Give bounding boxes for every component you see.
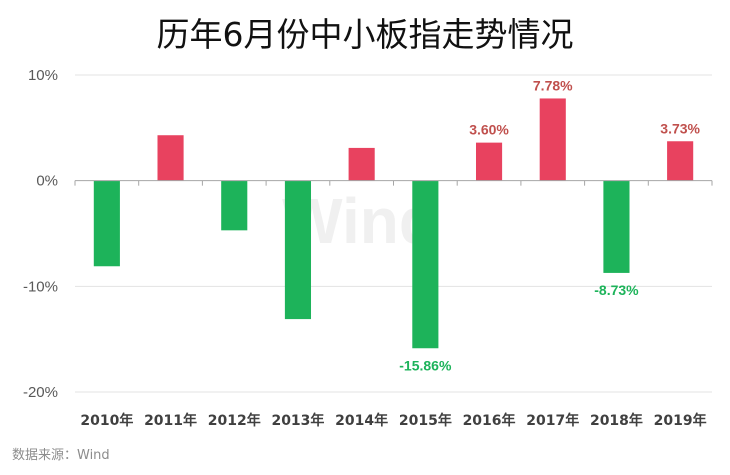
data-label: -8.73%	[594, 282, 639, 298]
bar-2014年	[348, 147, 375, 181]
x-category-label: 2013年	[271, 412, 324, 429]
x-category-label: 2015年	[399, 412, 452, 429]
x-category-label: 2018年	[590, 412, 643, 429]
bar-2010年	[93, 180, 120, 267]
data-label: 7.78%	[533, 77, 573, 93]
x-category-label: 2010年	[80, 412, 133, 429]
gridlines	[75, 74, 712, 393]
y-tick-label: 10%	[28, 67, 58, 84]
bars	[93, 98, 694, 349]
x-category-label: 2014年	[335, 412, 388, 429]
data-label: 3.73%	[660, 120, 700, 136]
y-tick-label: -10%	[23, 278, 58, 295]
x-category-label: 2012年	[208, 412, 261, 429]
bar-2018年	[603, 180, 630, 273]
chart-title: 历年6月份中小板指走势情况	[156, 15, 574, 54]
y-tick-label: 0%	[36, 173, 58, 190]
x-category-label: 2011年	[144, 412, 197, 429]
bar-2012年	[221, 180, 248, 231]
x-category-label: 2019年	[654, 412, 707, 429]
source-note: 数据来源：Wind	[12, 448, 110, 463]
bar-2019年	[667, 141, 694, 181]
y-tick-label: -20%	[23, 384, 58, 401]
x-category-label: 2016年	[463, 412, 516, 429]
bar-2015年	[412, 180, 439, 349]
bar-2013年	[284, 180, 312, 320]
labels: 2010年 2011年 2012年 2013年 2014年 2015年 2016年 2017年…	[80, 77, 706, 429]
bar-2016年	[475, 142, 503, 181]
data-label: -15.86%	[399, 357, 452, 373]
x-category-label: 2017年	[526, 412, 579, 429]
bar-2017年	[539, 98, 566, 181]
data-label: 3.60%	[469, 122, 509, 138]
bar-2011年	[157, 135, 184, 181]
axis: 10% 0% -10% -20%	[23, 67, 713, 401]
